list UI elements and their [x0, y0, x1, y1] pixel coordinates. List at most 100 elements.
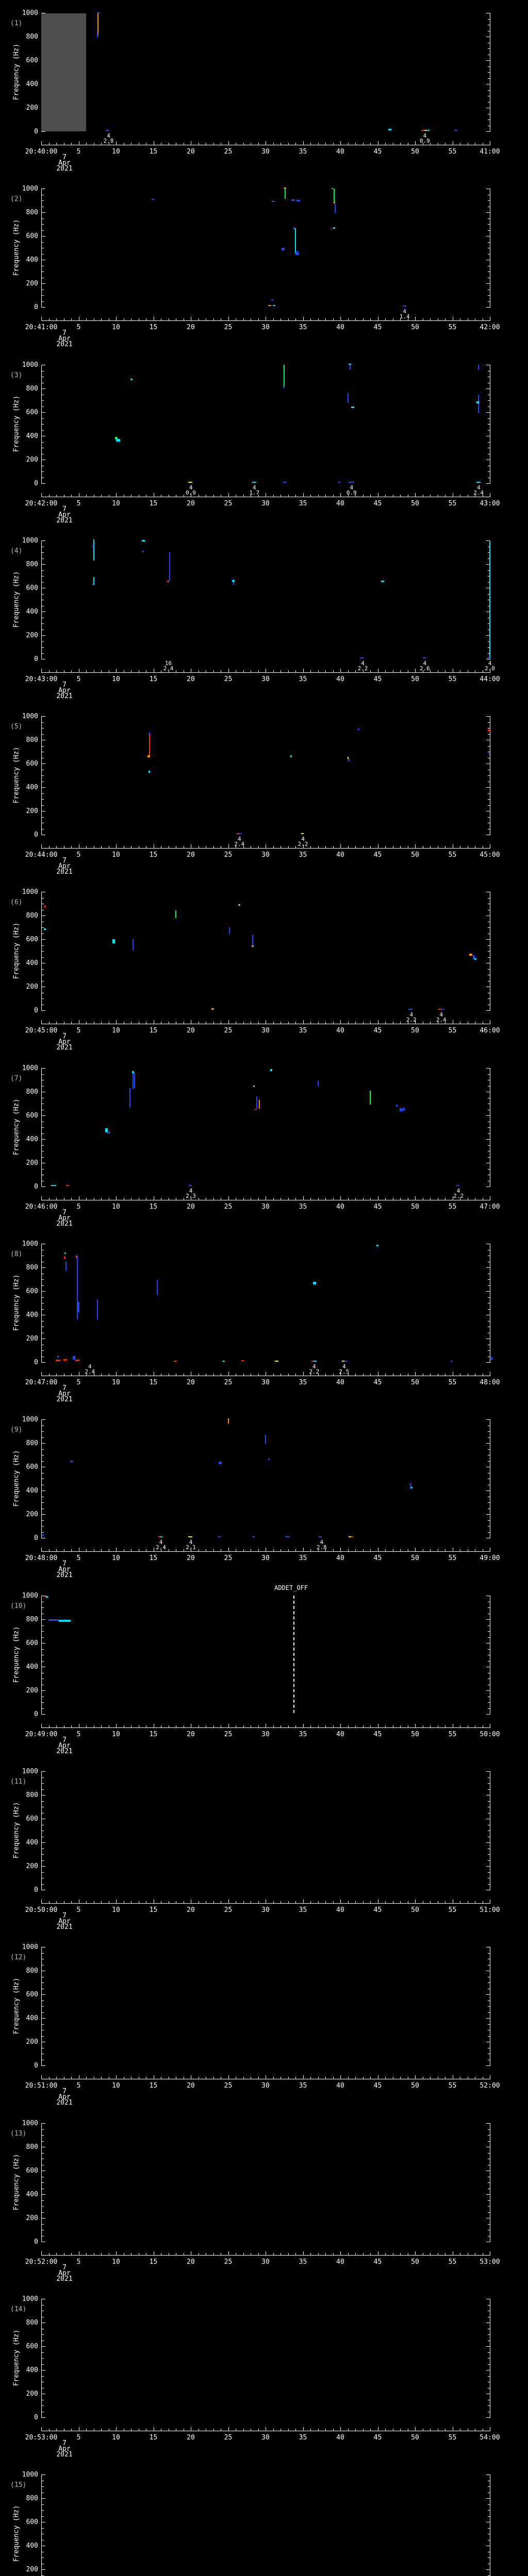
- x-start-time-label: 20:44:00: [25, 851, 58, 859]
- y-tick: [488, 1631, 490, 1632]
- y-tick: [42, 1637, 44, 1638]
- feature-mark: [376, 1244, 379, 1247]
- x-tick: [362, 1725, 364, 1727]
- y-tick: [486, 1842, 490, 1843]
- y-tick: [42, 1490, 45, 1491]
- y-tick: [42, 2510, 44, 2511]
- x-tick: [348, 1198, 349, 1200]
- x-tick: [273, 1549, 274, 1551]
- feature-mark: [274, 1360, 279, 1362]
- y-tick: [488, 2528, 490, 2529]
- y-tick: [486, 1866, 490, 1867]
- x-tick-label: 55: [448, 1731, 457, 1738]
- spectrogram-panel: (13) Frequency (Hz) 0 200 400 600 800 1000 20:52…: [0, 2110, 528, 2286]
- feature-mark: [272, 201, 275, 202]
- x-tick-label: 15: [149, 1203, 158, 1211]
- y-tick-label: 600: [26, 57, 38, 64]
- y-tick: [488, 1431, 490, 1432]
- event-score: 2.4: [85, 1368, 95, 1375]
- x-tick-label: 40: [336, 1906, 344, 1914]
- x-tick: [258, 1549, 259, 1551]
- x-tick-label: 45: [373, 2434, 382, 2442]
- x-tick: [385, 1374, 386, 1376]
- x-tick: [213, 1022, 214, 1024]
- x-tick: [415, 1900, 416, 1903]
- x-tick: [400, 2077, 401, 2079]
- x-tick: [258, 1725, 259, 1727]
- y-tick: [488, 1708, 490, 1709]
- y-tick-label: 1000: [22, 1592, 38, 1600]
- y-tick: [488, 594, 490, 595]
- panel-number-label: (7): [10, 1075, 23, 1082]
- feature-mark: [344, 1360, 348, 1362]
- y-tick: [42, 552, 44, 553]
- x-tick: [243, 318, 244, 320]
- event-number: 4: [320, 1539, 324, 1546]
- x-tick-label: 55: [448, 148, 457, 156]
- x-tick: [385, 846, 386, 848]
- x-tick: [101, 1022, 102, 1024]
- x-tick: [362, 1022, 364, 1024]
- x-tick: [430, 143, 431, 145]
- y-tick: [488, 2334, 490, 2335]
- x-tick: [116, 1020, 117, 1024]
- feature-mark: [76, 1256, 78, 1320]
- feature-mark: [295, 228, 296, 254]
- x-tick: [340, 493, 341, 497]
- x-tick: [213, 495, 214, 497]
- y-tick: [488, 641, 490, 642]
- y-tick: [488, 2358, 490, 2359]
- y-tick-label: 0: [34, 1886, 38, 1894]
- event-number: 4: [189, 1539, 193, 1546]
- feature-mark: [265, 1434, 266, 1444]
- y-tick: [486, 131, 490, 132]
- y-tick: [42, 775, 44, 776]
- date-line: Apr: [58, 1038, 71, 1046]
- y-tick-label: 800: [26, 1264, 38, 1272]
- x-tick-label: 50: [411, 500, 419, 507]
- event-score: 2.0: [474, 666, 505, 671]
- x-tick: [430, 1374, 431, 1376]
- x-tick: [385, 1549, 386, 1551]
- feature-mark: [440, 1009, 444, 1010]
- x-tick: [273, 495, 274, 497]
- y-tick: [488, 2036, 490, 2037]
- feature-mark: [43, 906, 46, 908]
- x-tick: [295, 2253, 296, 2255]
- date-line: 2021: [56, 1923, 73, 1931]
- x-tick: [116, 2427, 117, 2431]
- y-tick-label: 600: [26, 2167, 38, 2175]
- x-tick: [280, 143, 281, 145]
- feature-mark: [454, 130, 457, 131]
- y-tick: [486, 635, 490, 636]
- y-tick-label: 400: [26, 1663, 38, 1671]
- x-tick: [101, 2253, 102, 2255]
- y-tick: [42, 1297, 44, 1298]
- x-tick: [385, 143, 386, 145]
- x-tick: [228, 2427, 229, 2431]
- y-axis-left: [41, 1419, 42, 1538]
- feature-mark: [44, 1596, 47, 1597]
- y-axis-left: [41, 189, 42, 307]
- x-tick: [116, 1196, 117, 1200]
- x-tick: [310, 1901, 311, 1903]
- y-tick-label: 600: [26, 409, 38, 416]
- panel-number-label: (1): [10, 20, 23, 27]
- spectrogram-panel: (12) Frequency (Hz) 0 200 400 600 800 1000 20:51…: [0, 1934, 528, 2110]
- x-tick: [41, 493, 42, 497]
- x-tick: [370, 318, 371, 320]
- x-end-time-label: 53:00: [480, 2258, 500, 2266]
- x-axis: [41, 848, 490, 849]
- x-tick: [325, 846, 326, 848]
- y-tick-label: 600: [26, 1112, 38, 1120]
- y-tick: [488, 1777, 490, 1778]
- y-tick: [488, 400, 490, 401]
- event-number: 4: [88, 1363, 92, 1370]
- feature-mark: [63, 1256, 65, 1259]
- y-tick: [486, 2417, 490, 2418]
- x-tick: [310, 1549, 311, 1551]
- x-tick: [258, 318, 259, 320]
- y-tick-label: 600: [26, 1287, 38, 1295]
- feature-mark: [422, 657, 426, 659]
- y-tick: [488, 1649, 490, 1650]
